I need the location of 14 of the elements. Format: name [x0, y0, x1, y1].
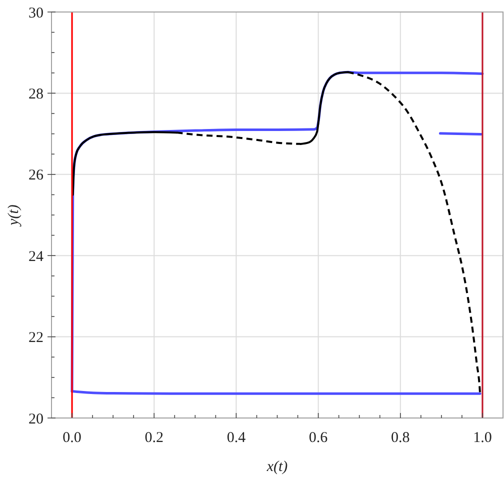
x-tick-label: 0.8 [391, 430, 410, 446]
y-tick-label: 22 [28, 330, 44, 346]
y-tick-label: 30 [28, 5, 44, 22]
x-tick-label: 0.2 [144, 430, 164, 446]
x-tick-label: 0.0 [62, 430, 82, 446]
y-tick-label: 24 [28, 248, 44, 265]
y-tick-label: 20 [28, 411, 44, 428]
x-tick-label: 0.4 [226, 430, 246, 446]
x-tick-label: 0.6 [308, 430, 328, 446]
y-tick-label: 28 [28, 86, 44, 102]
x-axis-title: x(t) [266, 459, 288, 475]
y-tick-label: 26 [28, 168, 44, 184]
x-tick-label: 1.0 [473, 430, 492, 446]
y-axis-title: y(t) [6, 204, 22, 228]
